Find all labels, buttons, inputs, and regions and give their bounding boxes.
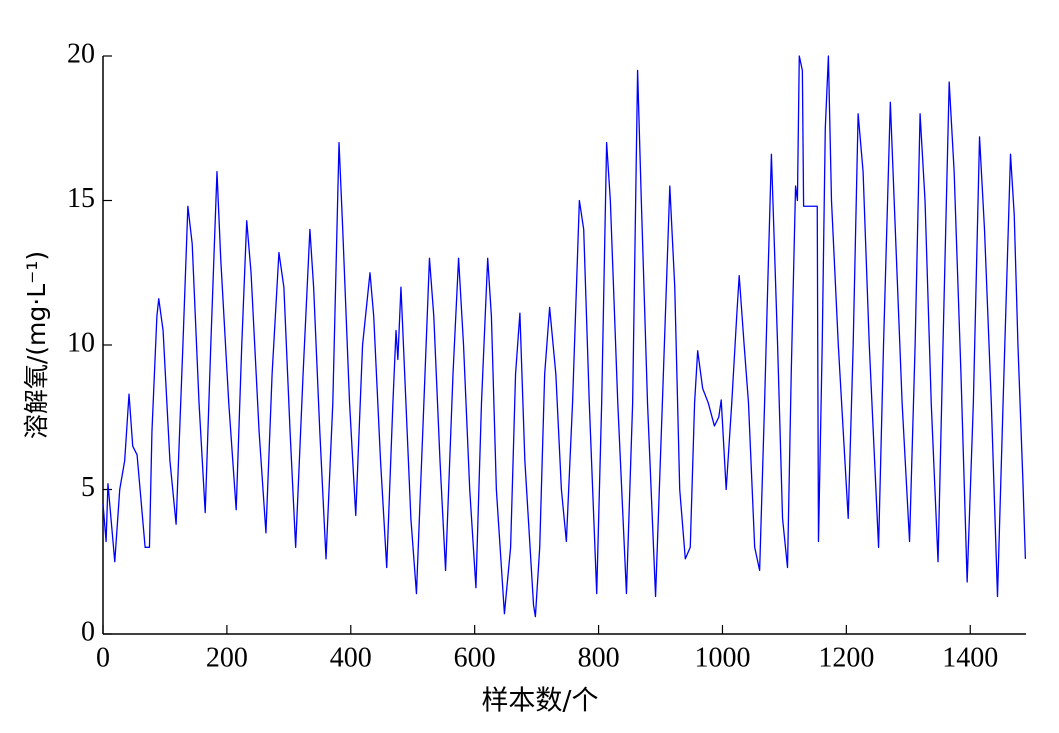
- y-tick-label: 20: [67, 38, 95, 69]
- x-tick-label: 1000: [694, 642, 750, 673]
- y-tick-label: 5: [81, 472, 95, 503]
- x-tick-label: 400: [330, 642, 372, 673]
- x-tick-label: 1200: [818, 642, 874, 673]
- x-tick-label: 200: [206, 642, 248, 673]
- y-axis-label: 溶解氧/(mg·L⁻¹): [22, 251, 51, 439]
- x-axis-label: 样本数/个: [481, 686, 598, 717]
- x-tick-label: 600: [454, 642, 496, 673]
- y-tick-label: 10: [67, 327, 95, 358]
- y-tick-label: 15: [67, 183, 95, 214]
- x-tick-label: 800: [578, 642, 620, 673]
- data-line: [102, 55, 1027, 618]
- x-tick-label: 0: [96, 642, 110, 673]
- y-tick-label: 0: [81, 616, 95, 647]
- x-tick-label: 1400: [942, 642, 998, 673]
